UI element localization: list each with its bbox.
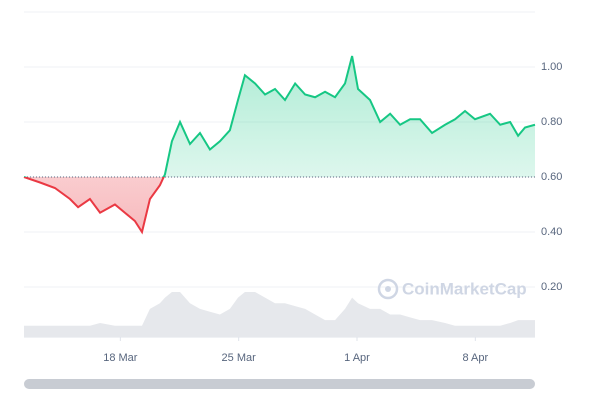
y-tick-label: 0.60 [541, 171, 562, 183]
scrollbar[interactable] [24, 379, 535, 389]
y-tick-label: 1.00 [541, 61, 562, 73]
y-tick-label: 0.20 [541, 281, 562, 293]
logo [377, 278, 399, 300]
volume-area [24, 292, 535, 337]
watermark: CoinMarketCap [402, 279, 527, 298]
x-tick-label: 1 Apr [344, 352, 370, 364]
y-tick-label: 0.80 [541, 116, 562, 128]
price-line-up [24, 55, 536, 177]
x-tick-label: 8 Apr [462, 352, 488, 364]
x-tick-label: 18 Mar [103, 352, 138, 364]
area-down [24, 177, 535, 232]
price-line-down [23, 177, 165, 235]
x-tick-label: 25 Mar [222, 352, 257, 364]
y-tick-label: 0.40 [541, 226, 562, 238]
area-up [24, 56, 535, 177]
